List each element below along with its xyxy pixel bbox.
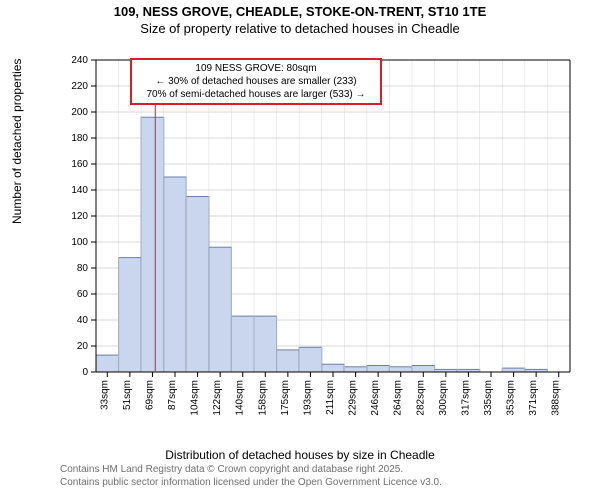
svg-text:140sqm: 140sqm [235, 380, 246, 416]
svg-text:51sqm: 51sqm [122, 380, 133, 410]
page-title-line1: 109, NESS GROVE, CHEADLE, STOKE-ON-TRENT… [0, 4, 600, 19]
svg-text:160: 160 [71, 159, 88, 170]
svg-text:388sqm: 388sqm [551, 380, 562, 416]
svg-text:87sqm: 87sqm [167, 380, 178, 410]
footer-line2: Contains public sector information licen… [60, 477, 442, 490]
svg-text:282sqm: 282sqm [415, 380, 426, 416]
svg-text:40: 40 [77, 315, 89, 326]
svg-text:317sqm: 317sqm [460, 380, 471, 416]
svg-text:240: 240 [71, 55, 88, 66]
svg-text:264sqm: 264sqm [393, 380, 404, 416]
y-axis-label: Number of detached properties [10, 59, 24, 224]
svg-text:246sqm: 246sqm [370, 380, 381, 416]
histogram-chart: 0 20 40 60 80 100 120 140 160 180 200 220 240 33sqm 51… [60, 52, 580, 432]
svg-text:100: 100 [71, 237, 88, 248]
page-title-line2: Size of property relative to detached ho… [0, 21, 600, 36]
svg-text:200: 200 [71, 107, 88, 118]
svg-text:371sqm: 371sqm [528, 380, 539, 416]
svg-text:140: 140 [71, 185, 88, 196]
svg-text:69sqm: 69sqm [144, 380, 155, 410]
svg-text:193sqm: 193sqm [302, 380, 313, 416]
svg-text:229sqm: 229sqm [348, 380, 359, 416]
svg-text:60: 60 [77, 289, 89, 300]
svg-text:211sqm: 211sqm [325, 380, 336, 415]
footer: Contains HM Land Registry data © Crown c… [60, 464, 442, 489]
svg-text:158sqm: 158sqm [257, 380, 268, 416]
callout-line3: 70% of semi-detached houses are larger (… [136, 88, 376, 101]
callout-line2: ← 30% of detached houses are smaller (23… [136, 75, 376, 88]
x-axis-label: Distribution of detached houses by size … [0, 448, 600, 462]
svg-text:220: 220 [71, 81, 88, 92]
svg-text:122sqm: 122sqm [212, 380, 223, 416]
svg-text:335sqm: 335sqm [483, 380, 494, 416]
svg-text:0: 0 [82, 367, 88, 378]
svg-text:80: 80 [77, 263, 89, 274]
callout-box: 109 NESS GROVE: 80sqm ← 30% of detached … [130, 58, 382, 105]
callout-line1: 109 NESS GROVE: 80sqm [136, 62, 376, 75]
chart-area: 0 20 40 60 80 100 120 140 160 180 200 220 240 33sqm 51… [60, 52, 580, 432]
svg-text:353sqm: 353sqm [506, 380, 517, 416]
footer-line1: Contains HM Land Registry data © Crown c… [60, 464, 442, 477]
svg-text:33sqm: 33sqm [99, 380, 110, 410]
svg-text:120: 120 [71, 211, 88, 222]
svg-text:180: 180 [71, 133, 88, 144]
svg-text:104sqm: 104sqm [190, 380, 201, 416]
svg-text:20: 20 [77, 341, 89, 352]
svg-text:300sqm: 300sqm [438, 380, 449, 416]
svg-text:175sqm: 175sqm [280, 380, 291, 416]
